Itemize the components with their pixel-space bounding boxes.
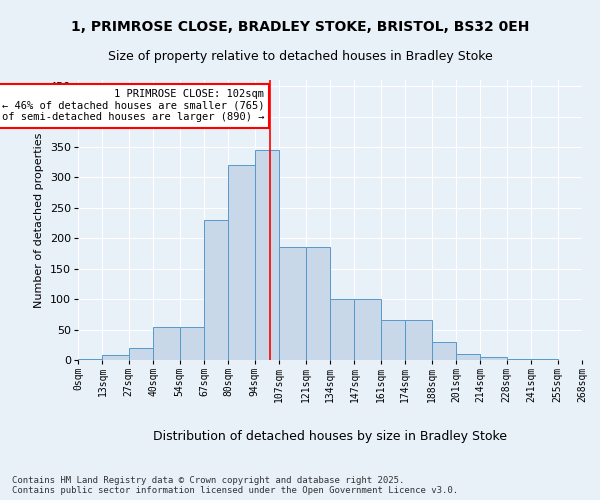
Text: Size of property relative to detached houses in Bradley Stoke: Size of property relative to detached ho… <box>107 50 493 63</box>
Bar <box>481 357 507 360</box>
Bar <box>204 220 229 360</box>
Bar <box>381 320 405 360</box>
Bar <box>229 165 255 360</box>
Bar <box>456 354 481 360</box>
Bar <box>330 299 355 360</box>
Text: 1 PRIMROSE CLOSE: 102sqm
← 46% of detached houses are smaller (765)
53% of semi-: 1 PRIMROSE CLOSE: 102sqm ← 46% of detach… <box>0 89 264 122</box>
Text: Contains HM Land Registry data © Crown copyright and database right 2025.
Contai: Contains HM Land Registry data © Crown c… <box>12 476 458 495</box>
Bar <box>279 248 305 360</box>
Text: Distribution of detached houses by size in Bradley Stoke: Distribution of detached houses by size … <box>153 430 507 443</box>
Bar <box>129 348 153 360</box>
Bar <box>153 326 179 360</box>
Bar <box>255 150 279 360</box>
Bar <box>179 326 204 360</box>
Y-axis label: Number of detached properties: Number of detached properties <box>34 132 44 308</box>
Bar <box>431 342 456 360</box>
Bar <box>103 355 129 360</box>
Bar <box>78 359 103 360</box>
Bar <box>305 248 330 360</box>
Text: 1, PRIMROSE CLOSE, BRADLEY STOKE, BRISTOL, BS32 0EH: 1, PRIMROSE CLOSE, BRADLEY STOKE, BRISTO… <box>71 20 529 34</box>
Bar <box>405 320 431 360</box>
Bar <box>355 299 381 360</box>
